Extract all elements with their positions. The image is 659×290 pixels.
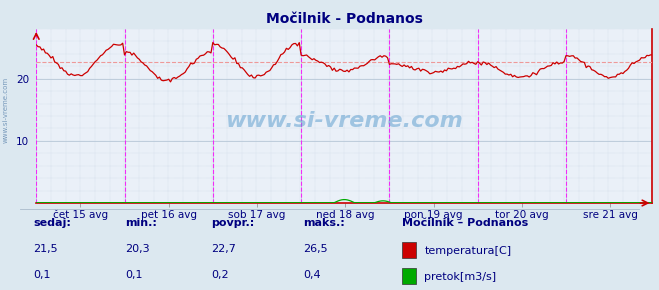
- Text: temperatura[C]: temperatura[C]: [424, 246, 511, 256]
- Text: maks.:: maks.:: [303, 218, 345, 228]
- Text: sedaj:: sedaj:: [33, 218, 71, 228]
- Text: 0,2: 0,2: [211, 270, 229, 280]
- Text: pretok[m3/s]: pretok[m3/s]: [424, 272, 496, 282]
- Text: povpr.:: povpr.:: [211, 218, 254, 228]
- Text: min.:: min.:: [125, 218, 157, 228]
- Text: www.si-vreme.com: www.si-vreme.com: [2, 77, 9, 143]
- Text: 22,7: 22,7: [211, 244, 236, 254]
- Text: 0,1: 0,1: [125, 270, 143, 280]
- Text: 20,3: 20,3: [125, 244, 150, 254]
- Text: Močilnik – Podnanos: Močilnik – Podnanos: [402, 218, 529, 228]
- Text: 0,1: 0,1: [33, 270, 51, 280]
- Text: www.si-vreme.com: www.si-vreme.com: [225, 111, 463, 131]
- Title: Močilnik - Podnanos: Močilnik - Podnanos: [266, 12, 423, 26]
- Text: 26,5: 26,5: [303, 244, 328, 254]
- Text: 0,4: 0,4: [303, 270, 321, 280]
- Text: 21,5: 21,5: [33, 244, 57, 254]
